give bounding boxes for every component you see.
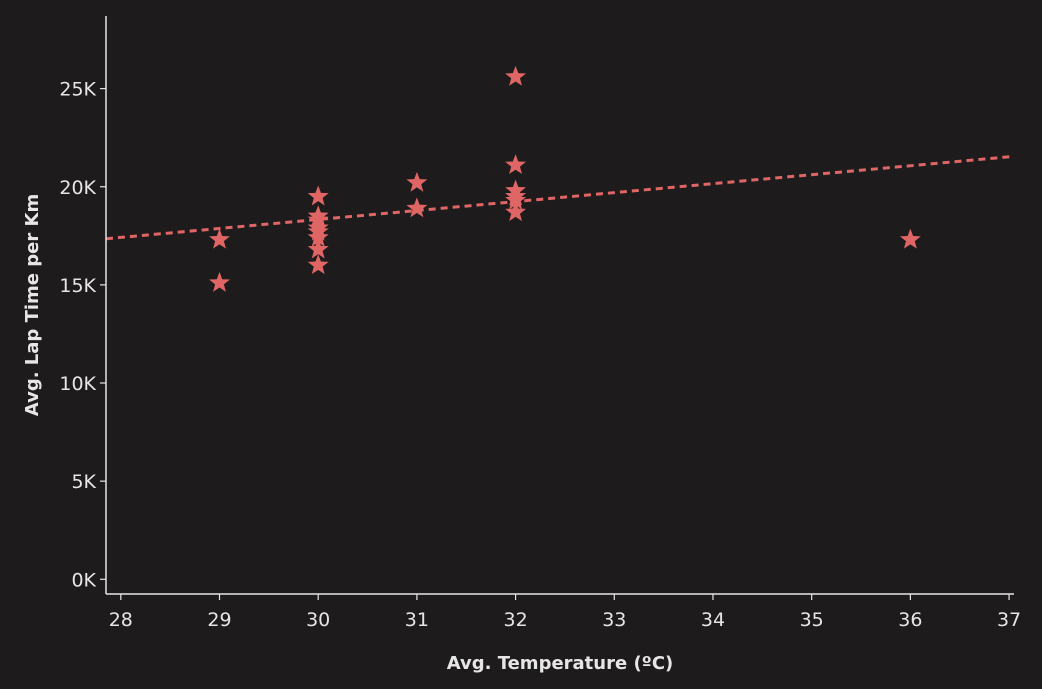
- trend-line-layer: [105, 154, 1015, 241]
- x-tick-label: 30: [306, 609, 330, 631]
- data-points-layer: [209, 65, 921, 292]
- x-tick-label: 37: [997, 609, 1021, 631]
- y-axis-ticks: 0K 5K 10K 15K 20K 25K: [59, 79, 106, 591]
- y-tick-label: 10K: [59, 373, 96, 395]
- y-tick-label: 15K: [59, 275, 96, 297]
- x-tick-label: 31: [405, 609, 429, 631]
- x-axis-title: Avg. Temperature (ºC): [447, 653, 674, 674]
- y-tick-label: 20K: [59, 177, 96, 199]
- trend-line: [105, 154, 1015, 241]
- y-tick-label: 0K: [71, 569, 96, 591]
- data-point-star[interactable]: [406, 197, 428, 218]
- x-tick-label: 32: [503, 609, 527, 631]
- data-point-star[interactable]: [307, 254, 329, 275]
- data-point-star[interactable]: [406, 171, 428, 192]
- x-tick-label: 33: [602, 609, 626, 631]
- y-tick-label: 25K: [59, 79, 96, 101]
- data-point-star[interactable]: [505, 189, 527, 210]
- data-point-star[interactable]: [307, 238, 329, 259]
- data-point-star[interactable]: [505, 154, 527, 175]
- data-point-star[interactable]: [505, 201, 527, 222]
- data-point-star[interactable]: [307, 185, 329, 206]
- data-point-star[interactable]: [209, 271, 230, 292]
- y-axis-title: Avg. Lap Time per Km: [22, 194, 43, 416]
- x-axis-ticks: 28 29 30 31 32 33 34 35 36 37: [109, 594, 1021, 631]
- data-point-star[interactable]: [899, 228, 921, 249]
- data-point-star[interactable]: [307, 226, 329, 247]
- x-tick-label: 35: [800, 609, 824, 631]
- x-tick-label: 28: [109, 609, 133, 631]
- x-tick-label: 34: [701, 609, 725, 631]
- y-tick-label: 5K: [71, 471, 96, 493]
- x-tick-label: 29: [207, 609, 231, 631]
- data-point-star[interactable]: [505, 65, 527, 86]
- x-tick-label: 36: [898, 609, 922, 631]
- data-point-star[interactable]: [209, 228, 230, 249]
